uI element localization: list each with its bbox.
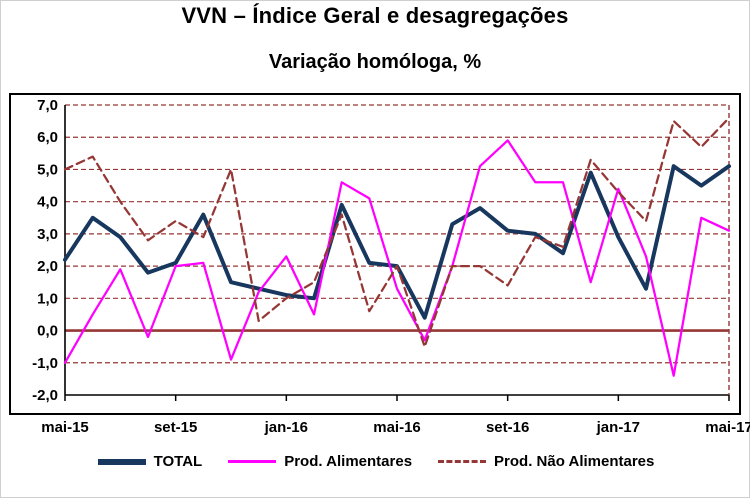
series-line-prod-alimentares — [63, 139, 731, 377]
y-axis-label: 6,0 — [37, 129, 58, 146]
legend-label-total: TOTAL — [153, 453, 203, 470]
y-axis-label: 7,0 — [37, 97, 58, 114]
x-axis-label: mai-15 — [41, 419, 89, 436]
nao-alimentares-line-swatch — [438, 460, 487, 463]
plot-svg: 7,0 6,0 5,0 4,0 3,0 2,0 1,0 0,0 -1,0 -2,0 — [32, 97, 731, 404]
plot-area-frame: 7,0 6,0 5,0 4,0 3,0 2,0 1,0 0,0 -1,0 -2,0 — [9, 93, 741, 415]
y-axis-label: 0,0 — [37, 323, 58, 340]
legend-label-nao-alimentares: Prod. Não Alimentares — [494, 453, 655, 470]
y-axis-label: -2,0 — [32, 387, 58, 404]
y-axis-label: 5,0 — [37, 161, 58, 178]
x-axis-label: set-16 — [485, 419, 530, 436]
chart-subtitle: Variação homóloga, % — [268, 51, 482, 73]
y-axis-label: 4,0 — [37, 194, 58, 211]
legend-item-nao-alimentares: Prod. Não Alimentares — [438, 453, 654, 470]
x-axis-ticks — [64, 395, 730, 401]
chart-title: VVN – Índice Geral e desagregações — [181, 3, 569, 28]
alimentares-line-swatch — [228, 460, 277, 463]
y-axis-label: -1,0 — [32, 355, 58, 372]
x-axis-label: mai-17 — [705, 419, 750, 436]
x-axis-label: mai-16 — [373, 419, 421, 436]
y-axis-label: 1,0 — [37, 290, 58, 307]
legend-item-alimentares: Prod. Alimentares — [228, 453, 412, 470]
x-axis-label: jan-16 — [264, 419, 308, 436]
legend-label-alimentares: Prod. Alimentares — [284, 453, 413, 470]
gridlines — [64, 104, 730, 396]
y-axis-labels: 7,0 6,0 5,0 4,0 3,0 2,0 1,0 0,0 -1,0 -2,0 — [32, 97, 58, 404]
y-axis-label: 2,0 — [37, 258, 58, 275]
legend: TOTAL Prod. Alimentares Prod. Não Alimen… — [1, 453, 750, 470]
y-axis-label: 3,0 — [37, 226, 58, 243]
x-axis-label: set-15 — [153, 419, 198, 436]
legend-item-total: TOTAL — [97, 453, 203, 470]
x-axis-label: jan-17 — [596, 419, 640, 436]
x-axis-labels: mai-15 set-15 jan-16 mai-16 set-16 jan-17 mai-… — [1, 419, 750, 441]
total-line-swatch — [97, 458, 146, 465]
series-line-prod-n-o-alimentares — [63, 116, 731, 348]
